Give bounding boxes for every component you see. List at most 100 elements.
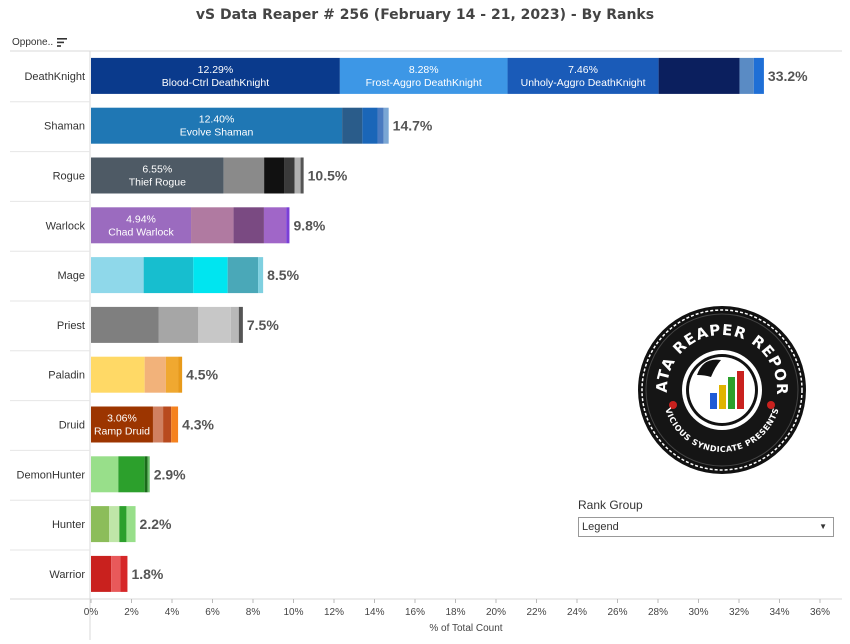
rank-group-filter: Rank Group Legend ▼ xyxy=(578,498,834,537)
bar-segment[interactable] xyxy=(223,157,265,194)
bar-segment[interactable] xyxy=(294,157,301,194)
x-tick-label: 12% xyxy=(324,607,344,618)
x-tick-label: 28% xyxy=(648,607,668,618)
segment-value-label: 7.46% xyxy=(568,64,598,76)
category-label: Shaman xyxy=(44,121,85,133)
category-label: DeathKnight xyxy=(24,71,85,83)
bar-segment[interactable] xyxy=(111,555,121,592)
segment-value-label: 6.55% xyxy=(142,164,172,176)
bar-segment[interactable] xyxy=(753,57,764,94)
rank-group-title: Rank Group xyxy=(578,498,643,512)
bar-segment[interactable] xyxy=(198,306,231,343)
bar-segment[interactable] xyxy=(739,57,754,94)
bar-segment[interactable] xyxy=(91,406,153,443)
bar-total-label: 1.8% xyxy=(131,566,163,582)
segment-value-label: 12.40% xyxy=(199,114,235,126)
bar-segment[interactable] xyxy=(91,506,110,543)
bar-total-label: 8.5% xyxy=(267,267,299,283)
bar-segment[interactable] xyxy=(383,107,389,144)
bar-segment[interactable] xyxy=(264,157,285,194)
x-tick-label: 30% xyxy=(688,607,708,618)
x-tick-label: 20% xyxy=(486,607,506,618)
segment-archetype-label: Unholy-Aggro DeathKnight xyxy=(521,77,646,89)
segment-value-label: 12.29% xyxy=(198,64,234,76)
category-label: DemonHunter xyxy=(17,469,86,481)
bar-segment[interactable] xyxy=(377,107,384,144)
bar-segment[interactable] xyxy=(191,207,234,244)
x-tick-label: 24% xyxy=(567,607,587,618)
rank-group-dropdown[interactable]: Legend ▼ xyxy=(578,517,834,537)
x-tick-label: 36% xyxy=(810,607,830,618)
category-label: Priest xyxy=(57,320,85,332)
x-tick-label: 26% xyxy=(607,607,627,618)
sort-icon[interactable] xyxy=(57,38,68,47)
bar-segment[interactable] xyxy=(120,555,128,592)
category-label: Warrior xyxy=(49,569,85,581)
bar-segment[interactable] xyxy=(91,207,192,244)
bar-segment[interactable] xyxy=(263,207,287,244)
bar-segment[interactable] xyxy=(507,57,659,94)
bar-total-label: 7.5% xyxy=(247,317,279,333)
bar-segment[interactable] xyxy=(227,257,259,294)
chevron-down-icon[interactable]: ▼ xyxy=(819,522,827,531)
bar-total-label: 14.7% xyxy=(393,118,433,134)
x-tick-label: 14% xyxy=(364,607,384,618)
bar-total-label: 9.8% xyxy=(293,217,325,233)
bar-segment[interactable] xyxy=(362,107,378,144)
bar-segment[interactable] xyxy=(91,356,145,393)
x-tick-label: 10% xyxy=(283,607,303,618)
bar-segment[interactable] xyxy=(91,456,119,493)
bar-segment[interactable] xyxy=(147,456,150,493)
x-tick-label: 18% xyxy=(445,607,465,618)
bar-segment[interactable] xyxy=(91,257,144,294)
bar-total-label: 4.5% xyxy=(186,367,218,383)
sort-header[interactable]: Oppone.. xyxy=(12,37,68,48)
sort-header-label: Oppone.. xyxy=(12,37,54,48)
bar-segment[interactable] xyxy=(238,306,243,343)
x-tick-label: 4% xyxy=(165,607,180,618)
bar-segment[interactable] xyxy=(109,506,120,543)
segment-archetype-label: Frost-Aggro DeathKnight xyxy=(366,77,482,89)
category-label: Druid xyxy=(59,420,85,432)
category-label: Hunter xyxy=(52,519,85,531)
bar-segment[interactable] xyxy=(91,306,159,343)
bar-total-label: 33.2% xyxy=(768,68,808,84)
bar-segment[interactable] xyxy=(300,157,304,194)
bar-segment[interactable] xyxy=(119,506,127,543)
category-label: Paladin xyxy=(48,370,85,382)
bar-segment[interactable] xyxy=(286,207,290,244)
bar-segment[interactable] xyxy=(658,57,740,94)
bar-segment[interactable] xyxy=(152,406,164,443)
bar-segment[interactable] xyxy=(342,107,363,144)
bar-segment[interactable] xyxy=(178,356,183,393)
x-tick-label: 2% xyxy=(124,607,139,618)
segment-archetype-label: Ramp Druid xyxy=(94,426,150,438)
bar-segment[interactable] xyxy=(193,257,228,294)
segment-value-label: 3.06% xyxy=(107,413,137,425)
bar-segment[interactable] xyxy=(284,157,295,194)
bar-segment[interactable] xyxy=(171,406,179,443)
bar-segment[interactable] xyxy=(118,456,145,493)
category-label: Rogue xyxy=(53,171,85,183)
bar-segment[interactable] xyxy=(258,257,264,294)
segment-value-label: 8.28% xyxy=(409,64,439,76)
bar-segment[interactable] xyxy=(158,306,199,343)
bar-segment[interactable] xyxy=(163,406,172,443)
rank-group-selected: Legend xyxy=(582,521,619,533)
bar-segment[interactable] xyxy=(91,57,340,94)
bar-segment[interactable] xyxy=(91,555,112,592)
bar-segment[interactable] xyxy=(233,207,264,244)
bar-segment[interactable] xyxy=(143,257,194,294)
bar-segment[interactable] xyxy=(144,456,148,493)
bar-total-label: 2.2% xyxy=(140,516,172,532)
bar-segment[interactable] xyxy=(144,356,166,393)
segment-archetype-label: Thief Rogue xyxy=(129,177,186,189)
bar-segment[interactable] xyxy=(339,57,508,94)
bar-segment[interactable] xyxy=(126,506,136,543)
bar-segment[interactable] xyxy=(230,306,239,343)
bar-segment[interactable] xyxy=(91,157,224,194)
bar-segment[interactable] xyxy=(165,356,179,393)
bar-segment[interactable] xyxy=(91,107,343,144)
x-tick-label: 22% xyxy=(526,607,546,618)
